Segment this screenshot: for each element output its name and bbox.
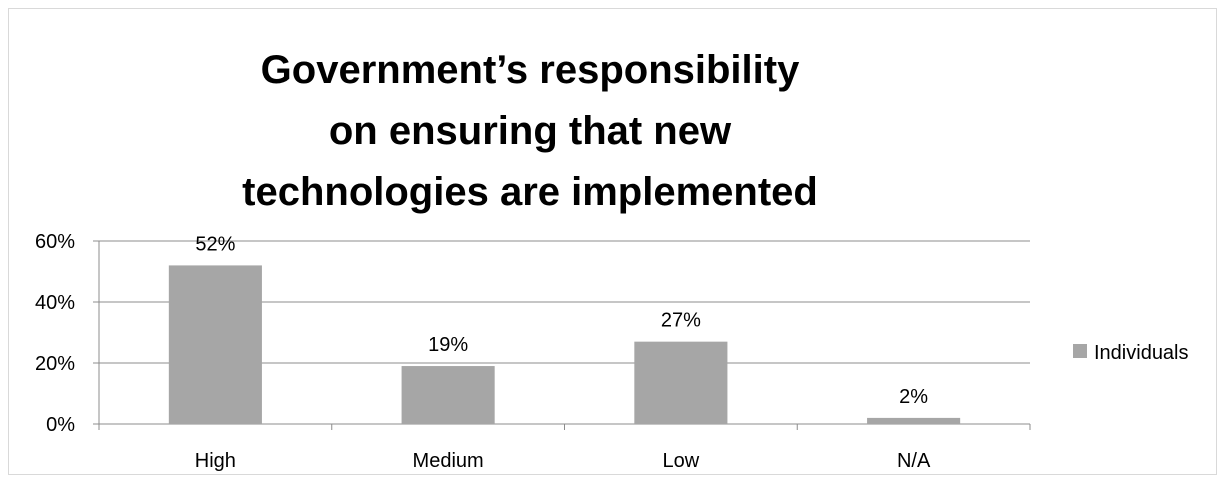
y-tick-label: 20% [35, 353, 75, 375]
chart-title-line-2: on ensuring that new [328, 109, 732, 153]
x-tick-label: High [195, 450, 236, 472]
data-label: 2% [899, 386, 928, 408]
bar-low [634, 341, 728, 424]
data-label: 19% [428, 334, 468, 356]
x-tick-label: Low [663, 450, 700, 472]
x-tick-label: N/A [897, 450, 931, 472]
chart-title: Government’s responsibility on ensuring … [200, 40, 860, 223]
y-tick-label: 0% [46, 414, 75, 436]
y-tick-label: 60% [35, 231, 75, 253]
bar-na [867, 417, 961, 424]
data-label: 27% [661, 310, 701, 332]
data-label: 52% [195, 233, 235, 255]
chart-title-line-3: technologies are implemented [242, 170, 818, 214]
bar-high [168, 265, 262, 424]
legend-swatch [1073, 344, 1087, 358]
chart-title-line-1: Government’s responsibility [260, 48, 800, 92]
bar-medium [401, 366, 495, 424]
legend-label: Individuals [1094, 342, 1189, 364]
y-tick-label: 40% [35, 292, 75, 314]
x-tick-label: Medium [413, 450, 484, 472]
